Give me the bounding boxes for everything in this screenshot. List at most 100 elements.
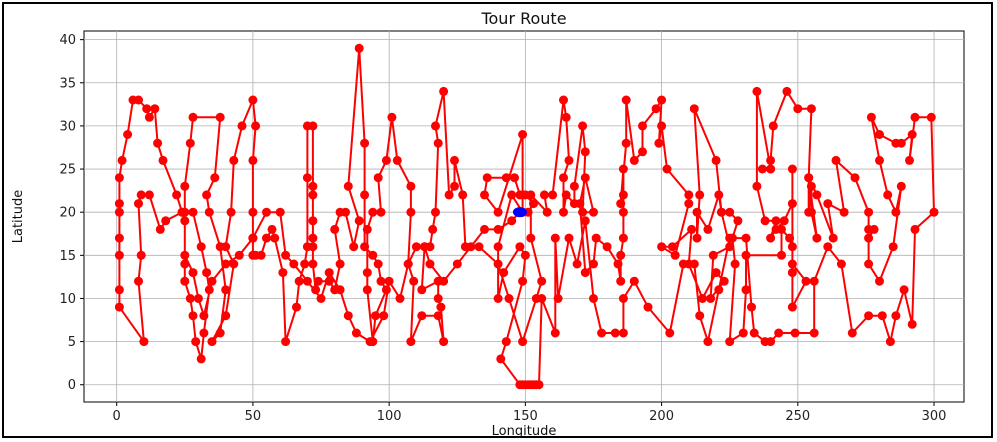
city-point bbox=[180, 250, 190, 260]
city-point bbox=[335, 259, 345, 269]
city-point bbox=[262, 207, 271, 217]
city-point bbox=[785, 233, 795, 243]
city-point bbox=[864, 207, 874, 217]
city-point bbox=[518, 130, 528, 139]
city-point bbox=[180, 276, 190, 286]
city-point bbox=[738, 328, 748, 338]
city-point bbox=[578, 207, 588, 217]
city-point bbox=[144, 190, 154, 200]
city-point bbox=[417, 285, 427, 295]
city-point bbox=[809, 328, 819, 338]
city-point bbox=[308, 216, 318, 226]
city-point bbox=[839, 207, 849, 217]
city-point bbox=[313, 276, 323, 286]
city-point bbox=[114, 207, 124, 217]
city-point bbox=[531, 294, 541, 303]
city-point bbox=[518, 276, 528, 286]
city-point bbox=[752, 181, 762, 191]
city-point bbox=[436, 302, 446, 312]
city-point bbox=[114, 173, 124, 183]
city-point bbox=[406, 337, 416, 347]
city-point bbox=[875, 130, 884, 139]
city-point bbox=[520, 250, 530, 260]
city-point bbox=[229, 259, 239, 269]
city-point bbox=[553, 294, 563, 303]
city-point bbox=[580, 216, 590, 226]
x-tick-label: 0 bbox=[113, 409, 121, 424]
city-point bbox=[196, 242, 206, 252]
city-point bbox=[589, 294, 598, 303]
city-point bbox=[806, 181, 816, 191]
city-point bbox=[180, 216, 190, 226]
x-tick-label: 200 bbox=[649, 409, 674, 424]
city-point bbox=[343, 181, 353, 191]
city-point bbox=[618, 164, 628, 174]
city-point bbox=[316, 294, 326, 303]
city-point bbox=[591, 233, 601, 243]
city-point bbox=[578, 121, 588, 131]
city-point bbox=[507, 216, 517, 226]
city-point bbox=[747, 302, 756, 312]
city-point bbox=[883, 190, 893, 200]
city-point bbox=[493, 294, 503, 303]
city-point bbox=[929, 207, 939, 217]
city-point bbox=[569, 199, 579, 209]
city-point bbox=[452, 259, 462, 269]
city-point bbox=[267, 224, 277, 234]
plot-area bbox=[83, 30, 965, 403]
city-point bbox=[559, 207, 568, 217]
city-point bbox=[766, 337, 776, 347]
city-point bbox=[221, 285, 231, 295]
city-point bbox=[128, 95, 138, 105]
city-point bbox=[711, 155, 721, 165]
city-point bbox=[896, 181, 906, 191]
city-point bbox=[191, 337, 201, 347]
x-tick-label: 300 bbox=[922, 409, 947, 424]
y-tick-label: 30 bbox=[59, 119, 76, 134]
city-point bbox=[589, 259, 598, 269]
city-point bbox=[719, 276, 729, 286]
city-point bbox=[308, 233, 318, 243]
city-point bbox=[379, 311, 389, 321]
city-point bbox=[766, 233, 776, 243]
city-point bbox=[616, 250, 626, 260]
city-point bbox=[891, 138, 901, 148]
city-point bbox=[493, 224, 503, 234]
city-point bbox=[185, 138, 195, 148]
city-point bbox=[499, 268, 509, 278]
city-point bbox=[248, 250, 258, 260]
city-point bbox=[891, 311, 901, 321]
city-point bbox=[114, 285, 124, 295]
city-point bbox=[695, 311, 705, 321]
y-tick-label: 15 bbox=[59, 249, 76, 264]
city-point bbox=[741, 285, 751, 295]
city-point bbox=[202, 190, 212, 200]
city-point bbox=[823, 199, 833, 209]
city-point bbox=[850, 173, 860, 183]
city-point bbox=[725, 337, 735, 347]
city-point bbox=[308, 190, 318, 200]
city-point bbox=[161, 216, 171, 226]
city-point bbox=[204, 207, 214, 217]
city-point bbox=[809, 276, 819, 286]
city-point bbox=[616, 199, 626, 209]
city-point bbox=[610, 328, 620, 338]
city-point bbox=[493, 242, 503, 252]
city-point bbox=[275, 207, 285, 217]
city-point bbox=[526, 233, 536, 243]
city-point bbox=[836, 259, 846, 269]
city-point bbox=[330, 224, 340, 234]
city-point bbox=[142, 104, 152, 114]
city-point bbox=[493, 259, 503, 269]
city-point bbox=[542, 207, 552, 217]
city-point bbox=[431, 207, 440, 217]
city-point bbox=[910, 224, 920, 234]
city-point bbox=[684, 199, 694, 209]
city-point bbox=[787, 268, 797, 278]
city-point bbox=[638, 121, 647, 131]
city-point bbox=[458, 190, 468, 200]
city-point bbox=[714, 285, 724, 295]
city-point bbox=[782, 86, 792, 96]
city-point bbox=[193, 294, 203, 303]
city-point bbox=[899, 285, 909, 295]
